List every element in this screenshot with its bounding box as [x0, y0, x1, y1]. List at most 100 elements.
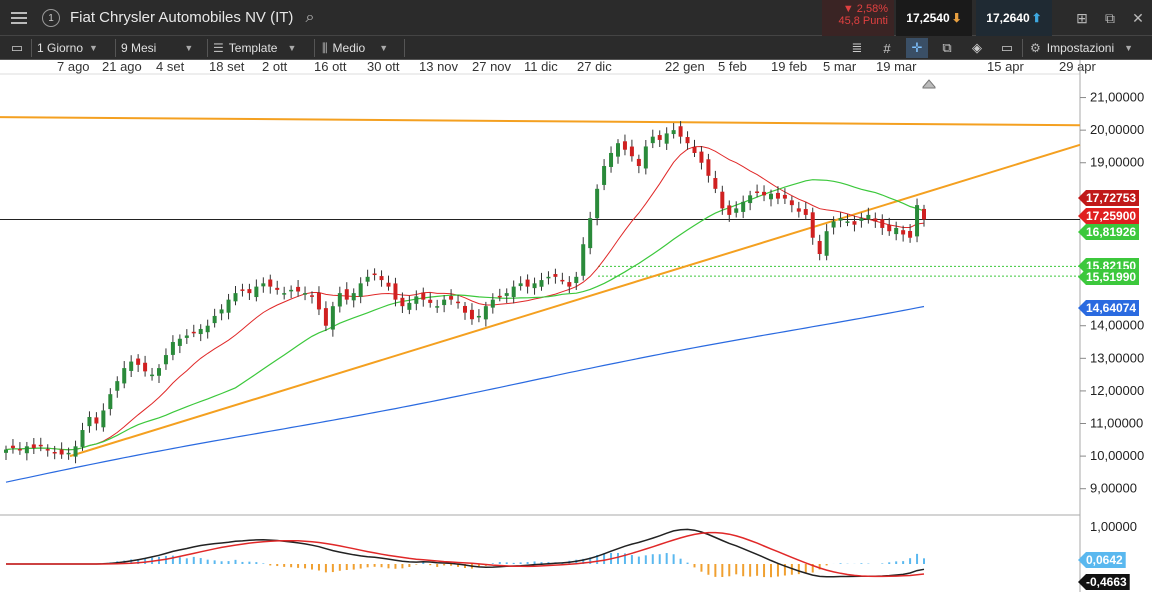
candle [170, 335, 175, 361]
candle [247, 283, 252, 300]
candle [671, 123, 676, 139]
grid-layout-icon[interactable]: ⊞ [1076, 9, 1088, 26]
candle [351, 288, 356, 308]
popout-icon[interactable]: ⧉ [1105, 9, 1115, 26]
candle [372, 268, 377, 281]
candle [191, 324, 196, 338]
candle [901, 225, 906, 242]
buy-price-button[interactable]: 17,2640 ⬆ [976, 0, 1052, 36]
candle [657, 130, 662, 148]
candle [525, 274, 530, 294]
support-tag-2: 15,51990 [1078, 269, 1140, 285]
candle [428, 292, 433, 308]
settings-label: Impostazioni [1046, 41, 1115, 55]
candle [643, 139, 648, 175]
candle [581, 237, 586, 281]
change-points: 45,8 Punti [838, 15, 888, 27]
candle [845, 214, 850, 227]
candle [887, 217, 892, 236]
candle [908, 224, 913, 243]
x-tick-label: 27 dic [577, 60, 612, 74]
x-tick-label: 16 ott [314, 60, 347, 74]
candle [205, 319, 210, 339]
ma-red-line [5, 145, 925, 451]
candle [17, 442, 22, 455]
candle [866, 207, 871, 224]
candle [574, 271, 579, 291]
template-icon: ☰ [213, 41, 224, 55]
candle [150, 367, 155, 381]
menu-icon[interactable] [6, 0, 32, 36]
price-chart[interactable]: 7 ago 21 ago 4 set 18 set 2 ott 16 ott 30 ott 1… [0, 59, 1152, 592]
x-tick-label: 7 ago [57, 60, 90, 74]
candle [504, 288, 509, 303]
candle [595, 184, 600, 226]
sell-price-button[interactable]: 17,2540 ⬇ [896, 0, 972, 36]
label-icon[interactable]: ▭ [1000, 40, 1014, 55]
period-label: 1 Giorno [37, 41, 84, 55]
close-icon[interactable]: ✕ [1132, 9, 1144, 26]
template-dropdown[interactable]: ☰ Template ▼ [213, 36, 296, 60]
x-tick-label: 22 gen [665, 60, 705, 74]
info-icon[interactable]: 1 [40, 0, 62, 36]
x-tick-label: 19 feb [771, 60, 807, 74]
candle [435, 299, 440, 313]
grid-icon[interactable]: # [883, 40, 891, 56]
price-change-box: ▼ 2,58% 45,8 Punti [822, 0, 894, 36]
candle [629, 139, 634, 162]
search-icon[interactable]: ⌕ [305, 9, 315, 26]
crosshair-icon[interactable]: ✛ [906, 38, 928, 58]
style-dropdown[interactable]: ⫼ Medio ▼ [322, 36, 388, 60]
candle [101, 403, 106, 432]
candle [379, 270, 384, 287]
support-trendline [69, 143, 1081, 458]
candle [386, 275, 391, 291]
period-dropdown[interactable]: 1 Giorno ▼ [37, 36, 98, 60]
candle [198, 324, 203, 342]
last-price-tag: 17,25900 [1078, 208, 1140, 224]
candle [755, 184, 760, 198]
candle [289, 285, 294, 299]
chart-area[interactable]: 7 ago 21 ago 4 set 18 set 2 ott 16 ott 30 ott 1… [0, 59, 1152, 592]
candle [323, 301, 328, 332]
candle [518, 276, 523, 291]
macd-axis-label: 1,00000 [1090, 519, 1137, 534]
copy-icon[interactable]: ⧉ [942, 40, 952, 55]
candle [469, 303, 474, 325]
candle [678, 121, 683, 144]
candle [789, 196, 794, 213]
x-tick-label: 19 mar [876, 60, 917, 74]
template-label: Template [228, 41, 278, 55]
candle [31, 438, 36, 455]
candle [59, 442, 64, 459]
cursor-icon[interactable]: ◈ [972, 40, 982, 55]
x-tick-label: 21 ago [102, 60, 142, 74]
candle [456, 295, 461, 309]
candle [407, 295, 412, 315]
candle [80, 422, 85, 451]
candle [567, 276, 572, 294]
candle [762, 185, 767, 202]
chevron-down-icon: ▼ [89, 43, 98, 53]
candle [38, 437, 43, 452]
candle [108, 388, 113, 416]
candle [463, 301, 467, 320]
x-tick-label: 2 ott [262, 60, 288, 74]
panel-toggle-icon[interactable]: ▭ [10, 40, 24, 55]
candle [136, 354, 141, 372]
candle [233, 285, 238, 306]
candle [664, 127, 669, 150]
candle [310, 291, 314, 304]
candle [254, 279, 259, 302]
settings-dropdown[interactable]: ⚙ Impostazioni ▼ [1030, 36, 1133, 60]
candle [706, 153, 711, 183]
range-dropdown[interactable]: 9 Mesi ▼ [121, 36, 193, 60]
x-tick-label: 15 apr [987, 60, 1025, 74]
candle [442, 295, 447, 313]
ma-blue-line [5, 305, 925, 483]
macd-line [6, 528, 925, 578]
y-tick-label: 9,00000 [1090, 481, 1137, 496]
list-icon[interactable]: ≣ [851, 40, 863, 55]
candle [616, 139, 620, 164]
ma-blue-tag: 14,64074 [1078, 300, 1140, 316]
